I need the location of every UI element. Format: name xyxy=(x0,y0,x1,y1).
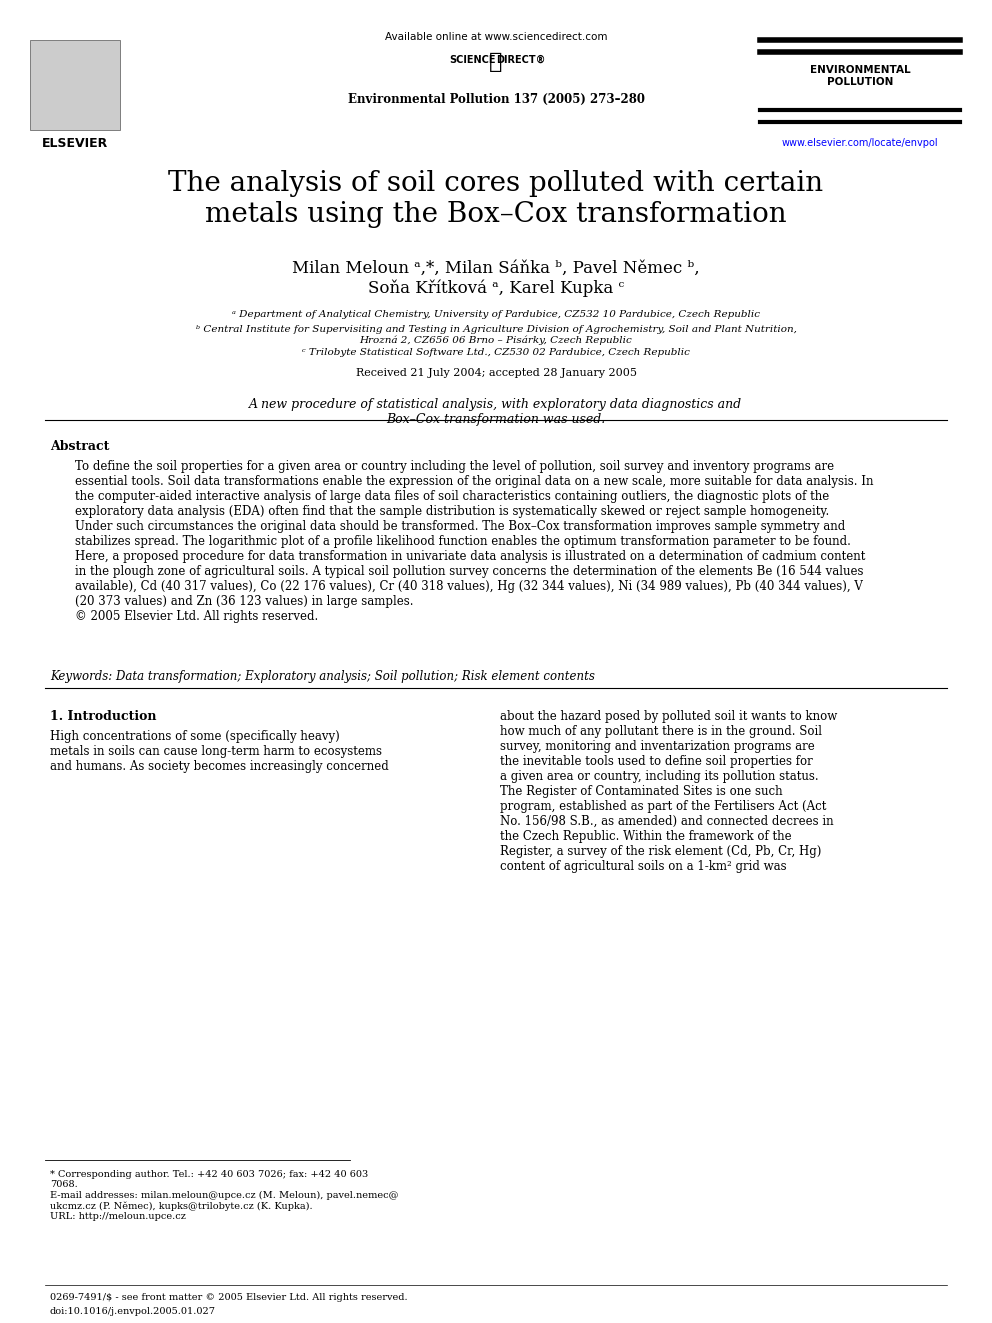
Text: Keywords: Data transformation; Exploratory analysis; Soil pollution; Risk elemen: Keywords: Data transformation; Explorato… xyxy=(50,669,595,683)
Text: DIRECT®: DIRECT® xyxy=(496,56,546,65)
Text: ᵃ Department of Analytical Chemistry, University of Pardubice, CZ532 10 Pardubic: ᵃ Department of Analytical Chemistry, Un… xyxy=(232,310,760,319)
Text: SCIENCE: SCIENCE xyxy=(449,56,496,65)
Text: To define the soil properties for a given area or country including the level of: To define the soil properties for a give… xyxy=(75,460,874,623)
Text: doi:10.1016/j.envpol.2005.01.027: doi:10.1016/j.envpol.2005.01.027 xyxy=(50,1307,216,1316)
Text: The analysis of soil cores polluted with certain
metals using the Box–Cox transf: The analysis of soil cores polluted with… xyxy=(169,169,823,228)
Text: High concentrations of some (specifically heavy)
metals in soils can cause long-: High concentrations of some (specificall… xyxy=(50,730,389,773)
Text: Milan Meloun ᵃ,*, Milan Sáňka ᵇ, Pavel Němec ᵇ,
Soňa Křítková ᵃ, Karel Kupka ᶜ: Milan Meloun ᵃ,*, Milan Sáňka ᵇ, Pavel N… xyxy=(293,261,699,298)
Text: ENVIRONMENTAL
POLLUTION: ENVIRONMENTAL POLLUTION xyxy=(809,65,911,86)
Text: ᶜ Trilobyte Statistical Software Ltd., CZ530 02 Pardubice, Czech Republic: ᶜ Trilobyte Statistical Software Ltd., C… xyxy=(302,348,690,357)
Text: about the hazard posed by polluted soil it wants to know
how much of any polluta: about the hazard posed by polluted soil … xyxy=(500,710,837,873)
Text: ᵇ Central Institute for Supervisiting and Testing in Agriculture Division of Agr: ᵇ Central Institute for Supervisiting an… xyxy=(195,325,797,345)
Text: www.elsevier.com/locate/envpol: www.elsevier.com/locate/envpol xyxy=(782,138,938,148)
Text: * Corresponding author. Tel.: +42 40 603 7026; fax: +42 40 603
7068.
E-mail addr: * Corresponding author. Tel.: +42 40 603… xyxy=(50,1170,399,1221)
Text: 0269-7491/$ - see front matter © 2005 Elsevier Ltd. All rights reserved.: 0269-7491/$ - see front matter © 2005 El… xyxy=(50,1293,408,1302)
Text: Environmental Pollution 137 (2005) 273–280: Environmental Pollution 137 (2005) 273–2… xyxy=(347,93,645,106)
FancyBboxPatch shape xyxy=(30,40,120,130)
Text: Available online at www.sciencedirect.com: Available online at www.sciencedirect.co… xyxy=(385,32,607,42)
Text: 1. Introduction: 1. Introduction xyxy=(50,710,157,722)
Text: Received 21 July 2004; accepted 28 January 2005: Received 21 July 2004; accepted 28 Janua… xyxy=(355,368,637,378)
Text: ⓐ: ⓐ xyxy=(489,52,503,71)
Text: A new procedure of statistical analysis, with exploratory data diagnostics and
B: A new procedure of statistical analysis,… xyxy=(249,398,743,426)
Text: ELSEVIER: ELSEVIER xyxy=(42,138,108,149)
Text: Abstract: Abstract xyxy=(50,441,109,452)
